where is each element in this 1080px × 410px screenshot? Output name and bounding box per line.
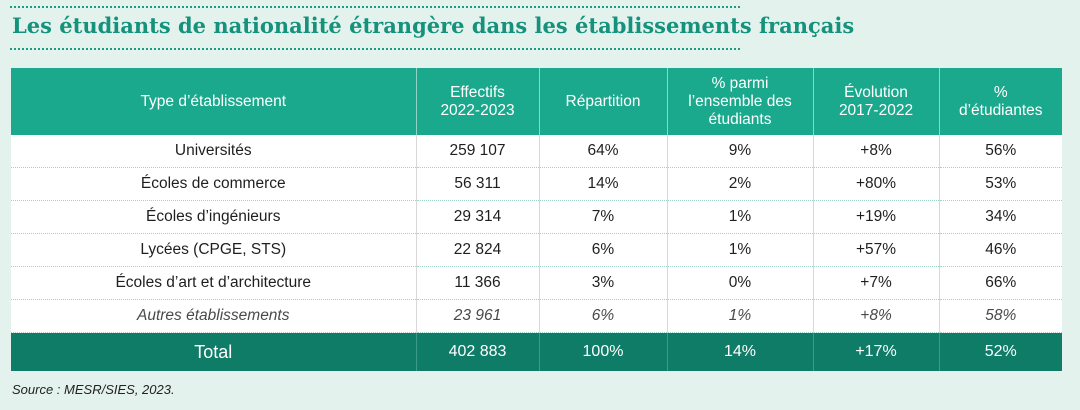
cell-type: Écoles de commerce (11, 167, 417, 201)
cell-effectifs: 22 824 (416, 233, 540, 267)
cell-evolution: +80% (813, 167, 940, 201)
cell-pct-etudiants: 9% (667, 135, 814, 168)
cell-pct-etudiantes: 66% (939, 266, 1062, 300)
cell-pct-etudiantes: 58% (939, 299, 1062, 333)
total-label: Total (11, 332, 417, 371)
header-evolution: Évolution 2017-2022 (813, 68, 940, 135)
cell-pct-etudiants: 1% (667, 200, 814, 234)
header-effectifs: Effectifs 2022-2023 (416, 68, 540, 135)
header-pct-etudiants: % parmi l’ensemble des étudiants (667, 68, 814, 135)
students-table: Type d’établissement Effectifs 2022-2023 … (11, 68, 1062, 371)
cell-evolution: +57% (813, 233, 940, 267)
table-header-row: Type d’établissement Effectifs 2022-2023 … (11, 68, 1062, 135)
cell-pct-etudiantes: 53% (939, 167, 1062, 201)
cell-effectifs: 56 311 (416, 167, 540, 201)
cell-effectifs: 11 366 (416, 266, 540, 300)
cell-type: Lycées (CPGE, STS) (11, 233, 417, 267)
cell-pct-etudiants: 2% (667, 167, 814, 201)
table-row: Écoles de commerce 56 311 14% 2% +80% 53… (11, 167, 1062, 201)
table-total-row: Total 402 883 100% 14% +17% 52% (11, 332, 1062, 371)
cell-pct-etudiants: 1% (667, 233, 814, 267)
total-effectifs: 402 883 (416, 332, 540, 371)
table-row: Autres établissements 23 961 6% 1% +8% 5… (11, 299, 1062, 333)
total-pct-etudiants: 14% (667, 332, 814, 371)
cell-repartition: 6% (539, 299, 668, 333)
cell-repartition: 14% (539, 167, 668, 201)
cell-evolution: +19% (813, 200, 940, 234)
cell-effectifs: 23 961 (416, 299, 540, 333)
cell-type: Autres établissements (11, 299, 417, 333)
page-title: Les étudiants de nationalité étrangère d… (12, 13, 855, 38)
cell-pct-etudiantes: 34% (939, 200, 1062, 234)
cell-pct-etudiants: 1% (667, 299, 814, 333)
header-pct-etudiantes: % d’étudiantes (939, 68, 1062, 135)
cell-pct-etudiantes: 46% (939, 233, 1062, 267)
cell-evolution: +8% (813, 299, 940, 333)
table-row: Universités 259 107 64% 9% +8% 56% (11, 135, 1062, 168)
table-row: Lycées (CPGE, STS) 22 824 6% 1% +57% 46% (11, 233, 1062, 267)
header-repartition: Répartition (539, 68, 668, 135)
cell-repartition: 7% (539, 200, 668, 234)
cell-evolution: +7% (813, 266, 940, 300)
cell-effectifs: 259 107 (416, 135, 540, 168)
total-pct-etudiantes: 52% (939, 332, 1062, 371)
cell-repartition: 6% (539, 233, 668, 267)
cell-pct-etudiants: 0% (667, 266, 814, 300)
cell-pct-etudiantes: 56% (939, 135, 1062, 168)
cell-type: Universités (11, 135, 417, 168)
source-note: Source : MESR/SIES, 2023. (12, 382, 175, 397)
cell-repartition: 3% (539, 266, 668, 300)
header-type: Type d’établissement (11, 68, 417, 135)
table-row: Écoles d’ingénieurs 29 314 7% 1% +19% 34… (11, 200, 1062, 234)
total-repartition: 100% (539, 332, 668, 371)
title-top-rule (10, 6, 740, 8)
cell-type: Écoles d’ingénieurs (11, 200, 417, 234)
cell-evolution: +8% (813, 135, 940, 168)
table-row: Écoles d’art et d’architecture 11 366 3%… (11, 266, 1062, 300)
cell-type: Écoles d’art et d’architecture (11, 266, 417, 300)
cell-effectifs: 29 314 (416, 200, 540, 234)
cell-repartition: 64% (539, 135, 668, 168)
total-evolution: +17% (813, 332, 940, 371)
title-bottom-rule (10, 48, 740, 50)
